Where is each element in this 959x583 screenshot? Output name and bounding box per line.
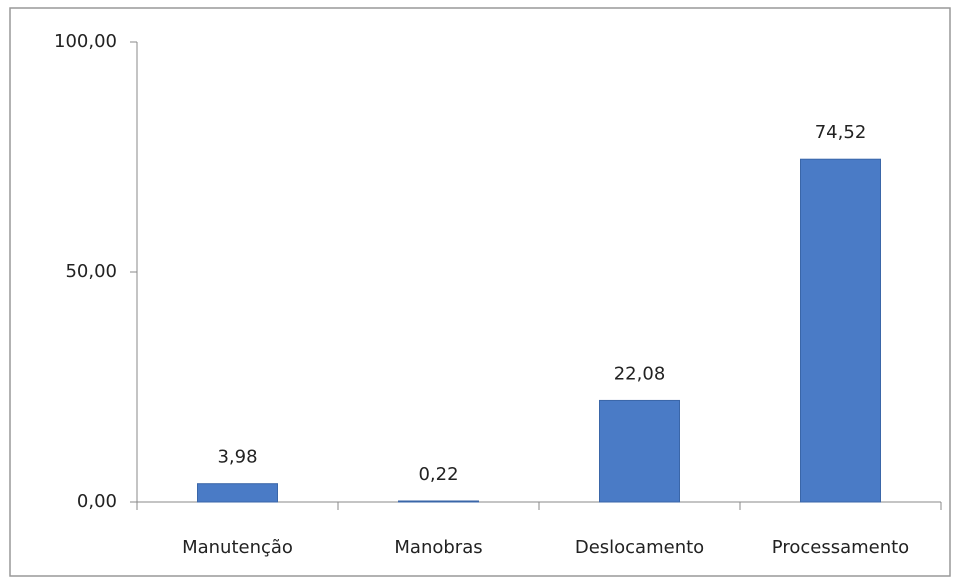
bar	[398, 500, 479, 503]
bar	[599, 399, 680, 503]
bar	[800, 158, 881, 503]
value-label: 74,52	[815, 122, 867, 143]
chart-frame	[9, 7, 951, 577]
y-tick-label: 0,00	[77, 491, 117, 512]
x-tick-label: Manutenção	[182, 537, 293, 558]
value-label: 22,08	[614, 363, 666, 384]
value-label: 3,98	[217, 447, 257, 468]
value-label: 0,22	[418, 464, 458, 485]
x-tick-label: Manobras	[394, 537, 482, 558]
bar	[197, 483, 278, 503]
x-tick-label: Processamento	[772, 537, 909, 558]
y-tick-label: 50,00	[65, 261, 117, 282]
x-tick-label: Deslocamento	[575, 537, 704, 558]
y-tick-label: 100,00	[54, 31, 117, 52]
